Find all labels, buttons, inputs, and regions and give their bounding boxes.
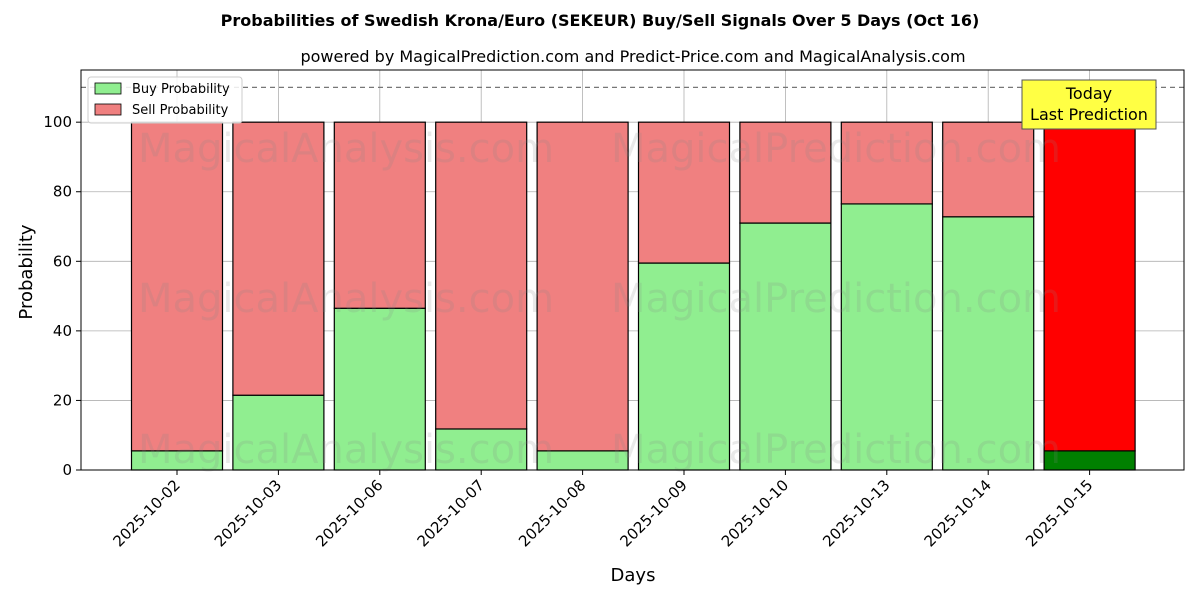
legend-frame <box>87 76 243 124</box>
bar-sell <box>333 121 426 309</box>
bar-sell <box>840 121 933 205</box>
y-axis-label: Probability <box>16 224 37 319</box>
bar-buy <box>840 203 933 471</box>
x-tick-label: 2025-10-07 <box>414 476 488 550</box>
bar-sell <box>942 121 1035 218</box>
watermark-text: MagicalAnalysis.com <box>138 276 554 322</box>
watermark-text: MagicalAnalysis.com <box>138 427 554 473</box>
bar-sell <box>739 121 832 224</box>
y-tick-label: 20 <box>53 391 72 409</box>
legend-label-buy: Buy Probability <box>132 82 230 97</box>
x-tick-label: 2025-10-09 <box>616 476 690 550</box>
today-annotation: Today Last Prediction <box>1021 79 1157 130</box>
x-tick-label: 2025-10-15 <box>1022 476 1096 550</box>
watermark-text: MagicalPrediction.com <box>611 427 1061 473</box>
bar-buy <box>232 394 325 471</box>
annotation-line1: Today <box>1065 84 1112 103</box>
bar-sell <box>637 121 731 264</box>
x-tick-label: 2025-10-08 <box>515 476 589 550</box>
bar-sell <box>435 121 528 430</box>
x-tick-label: 2025-10-13 <box>819 476 893 550</box>
bar-buy <box>942 216 1035 471</box>
x-tick-label: 2025-10-14 <box>921 476 995 550</box>
annotation-box <box>1021 79 1157 130</box>
y-tick-label: 40 <box>53 322 72 340</box>
bar-sell <box>1043 121 1136 452</box>
plot-frame <box>80 69 1185 471</box>
watermark-text: MagicalAnalysis.com <box>138 126 554 172</box>
y-tick-label: 100 <box>43 113 72 131</box>
y-tick-label: 0 <box>62 461 72 479</box>
chart-subtitle: powered by MagicalPrediction.com and Pre… <box>300 47 965 66</box>
x-axis-label: Days <box>611 565 656 586</box>
bar-buy <box>739 222 832 471</box>
x-tick-label: 2025-10-06 <box>312 476 386 550</box>
bar-buy <box>637 262 731 471</box>
legend: Buy Probability Sell Probability <box>87 76 243 124</box>
legend-swatch-buy <box>94 82 122 95</box>
bar-sell <box>232 121 325 396</box>
bar-buy <box>333 307 426 471</box>
legend-label-sell: Sell Probability <box>132 103 229 118</box>
y-tick-label: 60 <box>53 252 72 270</box>
annotation-line2: Last Prediction <box>1030 105 1148 124</box>
chart-title: Probabilities of Swedish Krona/Euro (SEK… <box>221 11 980 30</box>
y-tick-label: 80 <box>53 183 72 201</box>
x-tick-label: 2025-10-03 <box>211 476 285 550</box>
bar-sell <box>536 121 629 452</box>
x-tick-label: 2025-10-10 <box>718 476 792 550</box>
watermark-text: MagicalPrediction.com <box>611 126 1061 172</box>
legend-swatch-sell <box>94 103 122 116</box>
watermark-layer: MagicalAnalysis.com MagicalPrediction.com… <box>138 126 1061 473</box>
watermark-text: MagicalPrediction.com <box>611 276 1061 322</box>
x-tick-label: 2025-10-02 <box>109 476 183 550</box>
